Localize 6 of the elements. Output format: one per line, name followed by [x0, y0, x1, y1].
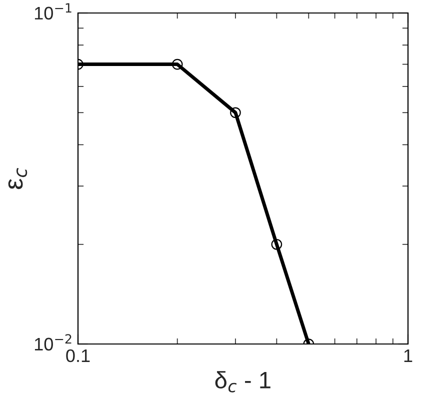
x-tick-label: 0.1 — [66, 349, 90, 362]
y-tick-label: 10$^{−2}$ — [34, 334, 72, 351]
x-tick-label: 1 — [404, 350, 412, 362]
y-axis-title: ε$_{c}$ — [8, 168, 28, 190]
x-axis-title: δ$_{c}$ - 1 — [215, 371, 270, 392]
y-tick-label: 10$^{−1}$ — [34, 3, 72, 20]
